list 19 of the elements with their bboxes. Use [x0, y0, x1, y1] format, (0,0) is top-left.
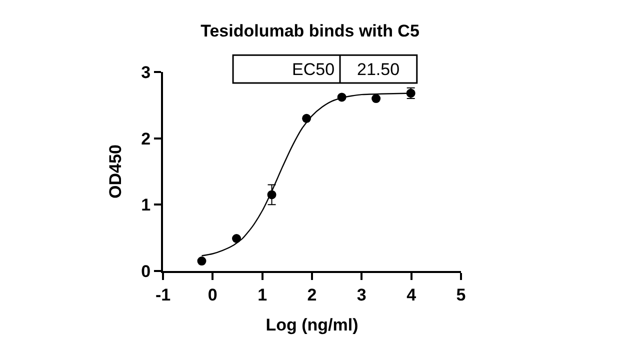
x-tick-label: 3 — [356, 285, 366, 304]
y-tick-label: 1 — [141, 196, 151, 215]
y-tick-label: 2 — [141, 129, 151, 148]
x-tick-label: 0 — [208, 285, 218, 304]
x-tick-label: 4 — [406, 285, 417, 304]
y-tick-label: 3 — [141, 62, 151, 82]
x-tick-label: 1 — [258, 285, 268, 304]
x-axis-title: Log (ng/ml) — [266, 315, 358, 334]
y-axis-title: OD450 — [106, 144, 126, 198]
x-tick-label: 2 — [307, 285, 317, 304]
point — [197, 256, 206, 266]
chart-title: Tesidolumab binds with C5 — [200, 22, 420, 41]
annotation: 21.50 — [357, 60, 400, 79]
annotation: EC50 — [292, 60, 335, 79]
x-tick-label: 5 — [456, 285, 466, 304]
x-tick-label: -1 — [155, 285, 171, 304]
point — [232, 234, 242, 243]
point — [372, 94, 381, 104]
y-tick-label: 0 — [141, 262, 151, 281]
